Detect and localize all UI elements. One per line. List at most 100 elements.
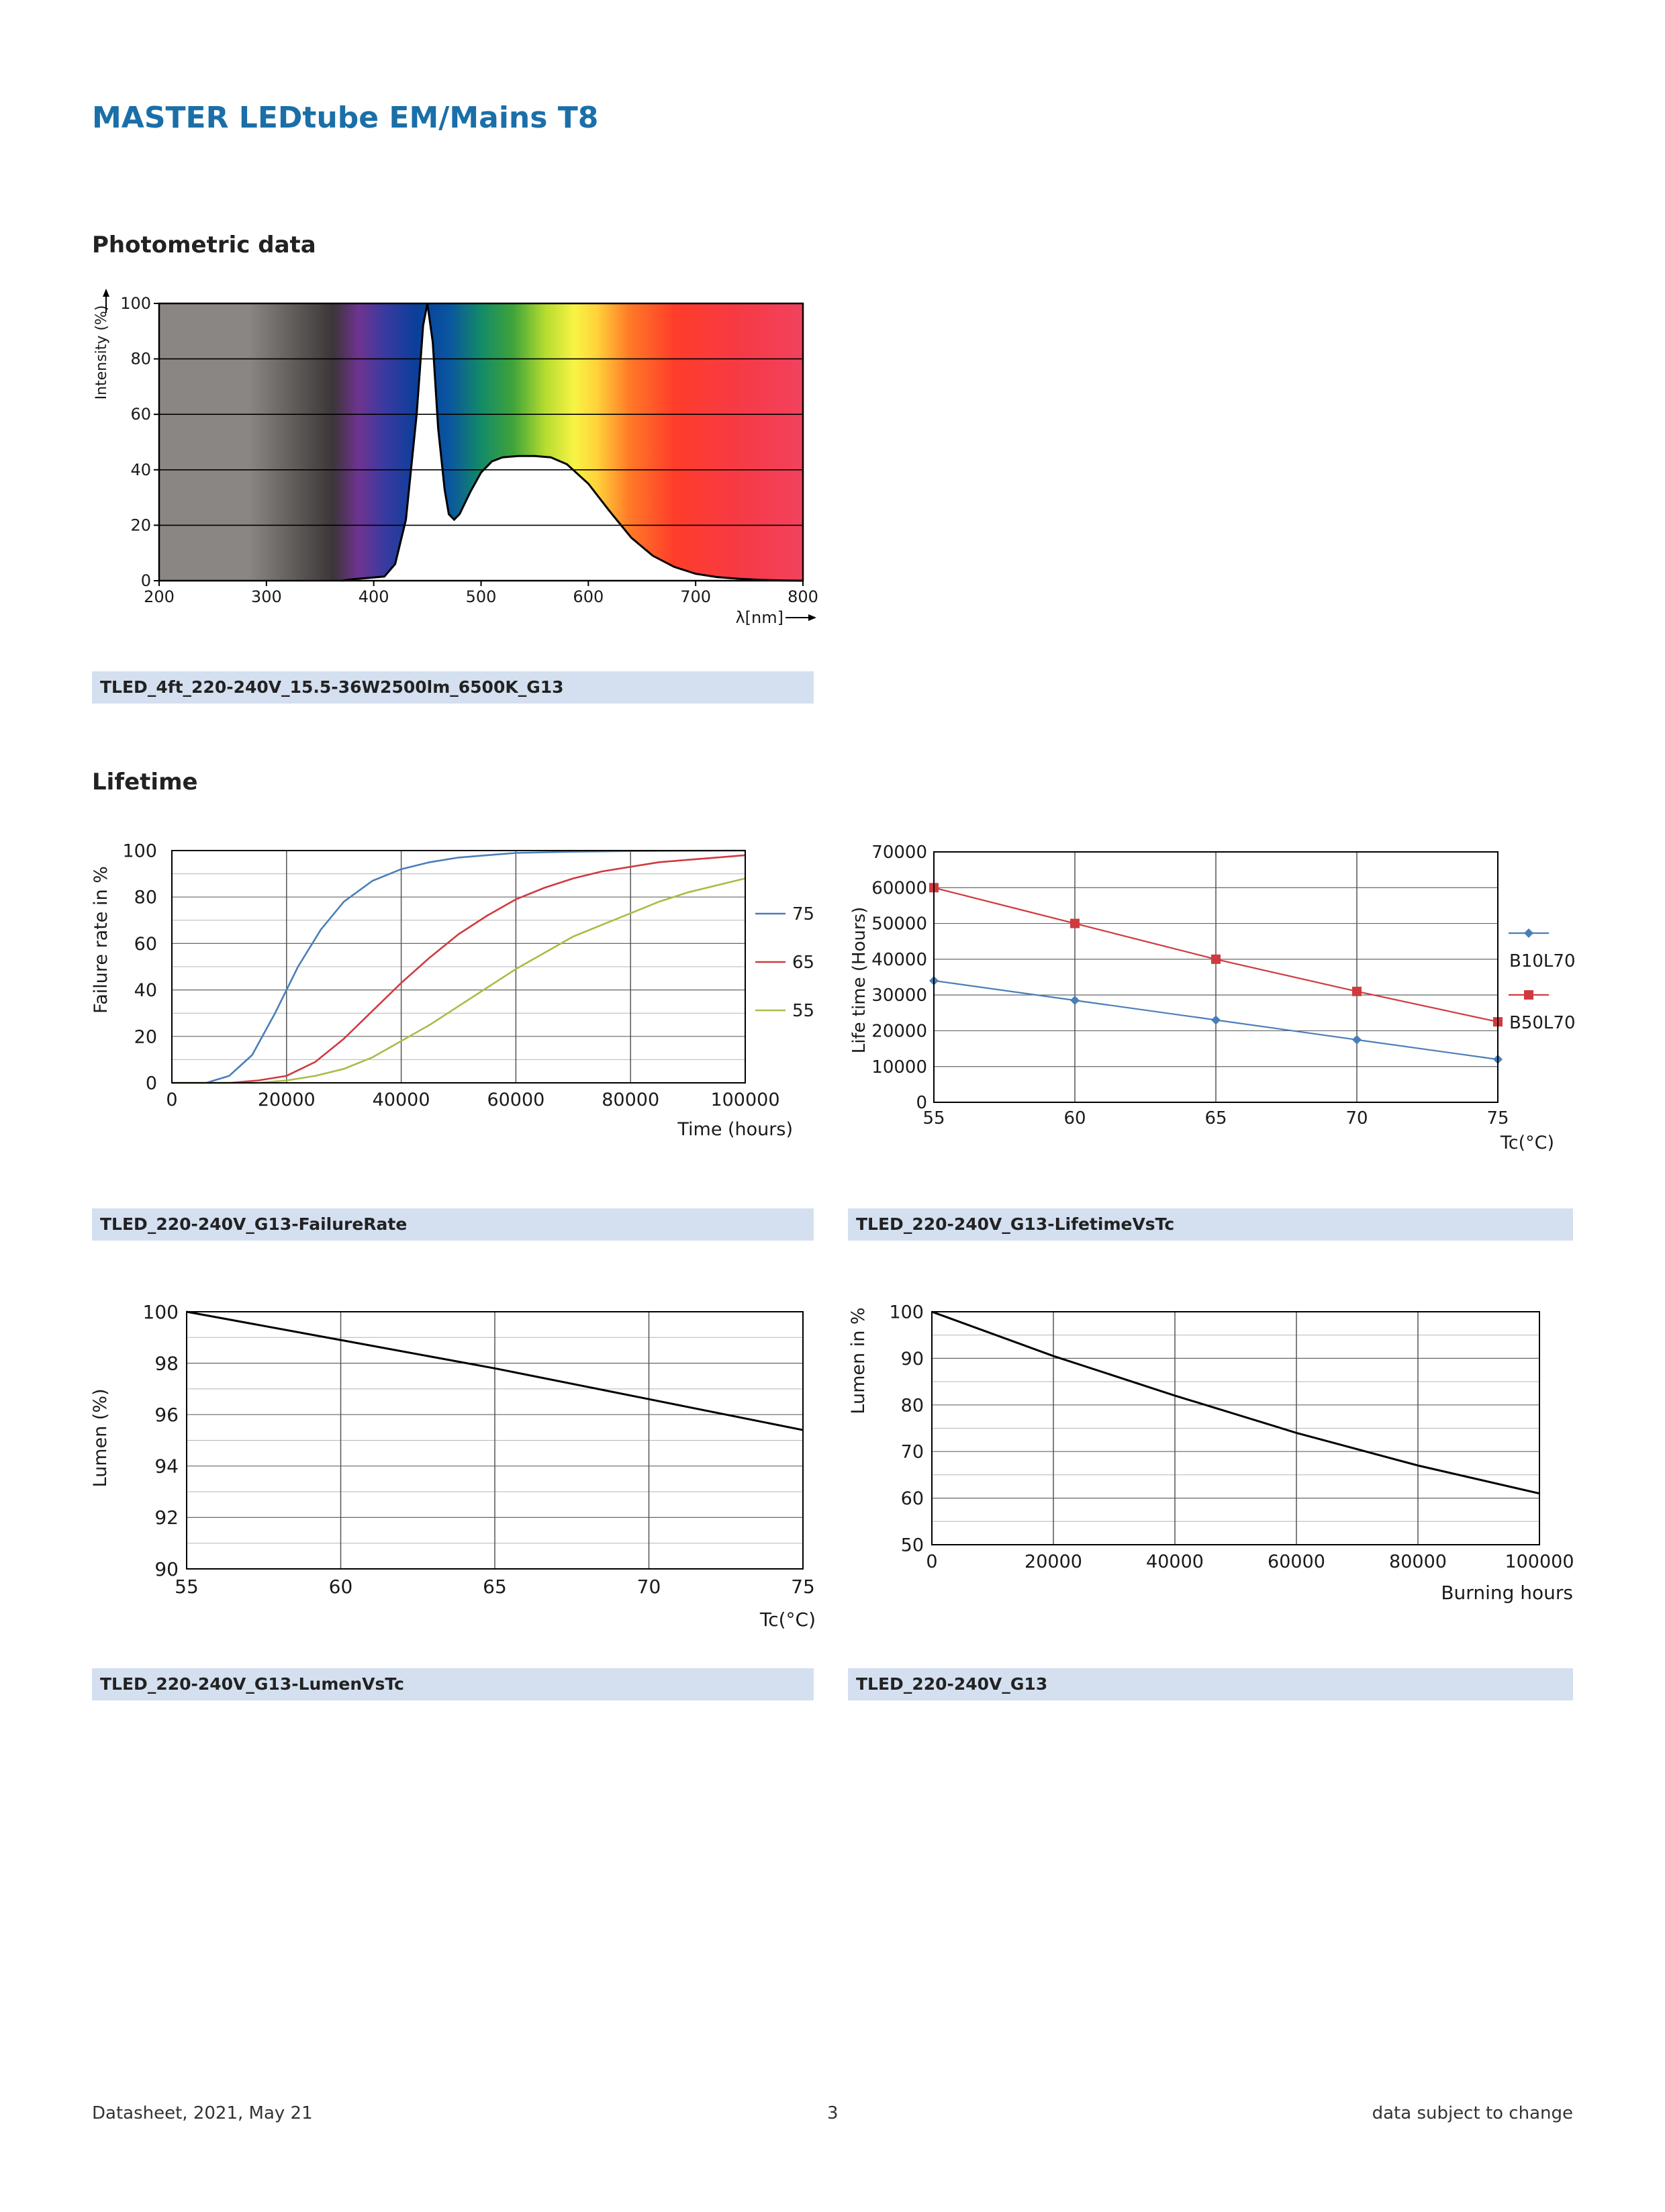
lumen-tc-ticks: 55 60 65 70 75 90 92 94 96 98 100 — [143, 1301, 815, 1598]
lumen-hours-gridlines — [932, 1312, 1539, 1545]
x-tick-label: 800 — [788, 587, 818, 606]
y-tick-label: 40000 — [871, 950, 927, 970]
legend-label-B10L70: B10L70 — [1509, 951, 1576, 971]
x-tick-label: 40000 — [373, 1090, 430, 1110]
y-tick-label: 92 — [154, 1506, 179, 1529]
spectrum-chart: 200 300 400 500 600 700 800 0 20 40 60 80 100 Intens… — [93, 289, 818, 627]
failure-rate-chart: 0 20000 40000 60000 80000 100000020406080100 … — [91, 840, 814, 1140]
lumen-hours-frame — [931, 1311, 1540, 1545]
data-point-B50L70 — [1070, 918, 1080, 928]
x-tick-label: 700 — [680, 587, 711, 606]
caption-spectrum: TLED_4ft_220-240V_15.5-36W2500lm_6500K_G… — [92, 671, 814, 704]
lifetime-vs-tc-chart: 55 60 65 70 75 0 10000 20000 30000 40000 50000 6000… — [849, 843, 1576, 1153]
lumen-hours-xlabel: Burning hours — [1441, 1582, 1573, 1604]
series-line-0 — [931, 1310, 1540, 1495]
lifetime-ticks: 55 60 65 70 75 0 10000 20000 30000 40000 50000 6000… — [871, 843, 1509, 1128]
y-tick-label: 100 — [122, 840, 157, 861]
lumen-tc-frame — [186, 1311, 804, 1570]
y-tick-label: 98 — [154, 1352, 179, 1374]
y-tick-label: 30000 — [871, 985, 927, 1006]
caption-lifetime-vs-tc: TLED_220-240V_G13-LifetimeVsTc — [848, 1208, 1573, 1241]
y-tick-label: 40 — [130, 461, 151, 479]
y-tick-label: 0 — [141, 571, 151, 590]
y-tick-label: 90 — [901, 1349, 924, 1369]
y-tick-label: 80 — [134, 887, 157, 908]
lifetime-frame — [933, 851, 1498, 1103]
series-line-0 — [186, 1310, 804, 1431]
caption-lumen-vs-tc: TLED_220-240V_G13-LumenVsTc — [92, 1668, 814, 1700]
caption-failure-rate: TLED_220-240V_G13-FailureRate — [92, 1208, 814, 1241]
document-title: MASTER LEDtube EM/Mains T8 — [92, 101, 599, 135]
x-tick-label: 70 — [637, 1576, 661, 1598]
footer-page-number: 3 — [827, 2103, 839, 2123]
series-line-55 — [172, 877, 746, 1084]
lifetime-xlabel: Tc(°C) — [1500, 1133, 1554, 1153]
x-tick-label: 200 — [144, 587, 175, 606]
legend-label-65: 65 — [792, 953, 814, 973]
y-tick-label: 94 — [154, 1455, 179, 1478]
spectrum-yarrow-icon — [103, 289, 109, 297]
legend-label-55: 55 — [792, 1001, 814, 1021]
x-tick-label: 600 — [573, 587, 604, 606]
data-point-B10L70 — [1211, 1015, 1221, 1025]
spectrum-gridlines — [159, 358, 803, 526]
data-point-B50L70 — [1352, 986, 1362, 996]
lumen-tc-series — [186, 1310, 804, 1431]
y-tick-label: 20 — [130, 516, 151, 534]
caption-lumen-vs-hours: TLED_220-240V_G13 — [848, 1668, 1573, 1700]
data-point-B10L70 — [1070, 996, 1080, 1006]
x-tick-label: 80000 — [602, 1090, 659, 1110]
lifetime-gridlines — [934, 852, 1498, 1102]
x-tick-label: 0 — [926, 1551, 937, 1572]
y-tick-label: 90 — [154, 1558, 179, 1580]
x-tick-label: 500 — [466, 587, 497, 606]
lumen-tc-xlabel: Tc(°C) — [759, 1608, 816, 1631]
section-title-photometric: Photometric data — [92, 232, 316, 258]
y-tick-label: 0 — [146, 1073, 157, 1094]
y-tick-label: 60 — [130, 405, 151, 424]
failure-legend: 75 65 55 — [755, 904, 814, 1021]
failure-series — [172, 849, 746, 1084]
section-title-lifetime: Lifetime — [92, 769, 198, 796]
y-tick-label: 40 — [134, 980, 157, 1001]
y-tick-label: 96 — [154, 1404, 179, 1426]
x-tick-label: 55 — [922, 1108, 945, 1128]
x-tick-label: 65 — [1204, 1108, 1227, 1128]
series-line-65 — [172, 854, 746, 1084]
legend-label-75: 75 — [792, 904, 814, 924]
y-tick-label: 80 — [901, 1395, 924, 1416]
footer-date: Datasheet, 2021, May 21 — [92, 2103, 313, 2123]
failure-ylabel: Failure rate in % — [91, 866, 111, 1014]
x-tick-label: 300 — [251, 587, 282, 606]
lumen-vs-tc-chart: 55 60 65 70 75 90 92 94 96 98 100 Lumen (%) Tc(°C) — [90, 1301, 816, 1631]
x-tick-label: 400 — [359, 587, 389, 606]
lumen-hours-series — [931, 1310, 1540, 1495]
legend-marker-B10L70 — [1524, 928, 1533, 938]
spectrum-xarrow-icon — [808, 614, 816, 621]
y-tick-label: 60 — [901, 1488, 924, 1509]
lumen-tc-gridlines — [187, 1312, 803, 1569]
lumen-hours-ylabel: Lumen in % — [848, 1307, 869, 1414]
spectrum-ylabel: Intensity (%) — [93, 305, 110, 400]
x-tick-label: 60 — [329, 1576, 353, 1598]
y-tick-label: 100 — [120, 294, 151, 313]
y-tick-label: 20 — [134, 1026, 157, 1047]
data-point-B10L70 — [1352, 1035, 1362, 1045]
x-tick-label: 65 — [483, 1576, 507, 1598]
legend-label-B50L70: B50L70 — [1509, 1013, 1576, 1033]
y-tick-label: 70000 — [871, 843, 927, 863]
y-tick-label: 60000 — [871, 878, 927, 898]
x-tick-label: 75 — [1486, 1108, 1509, 1128]
spectrum-curve — [341, 303, 804, 582]
failure-xlabel: Time (hours) — [677, 1119, 793, 1140]
y-tick-label: 0 — [916, 1093, 927, 1113]
y-tick-label: 10000 — [871, 1057, 927, 1077]
x-tick-label: 75 — [791, 1576, 815, 1598]
y-tick-label: 70 — [901, 1442, 924, 1463]
x-tick-label: 0 — [166, 1090, 177, 1110]
x-tick-label: 55 — [175, 1576, 199, 1598]
legend-marker-B50L70 — [1524, 990, 1533, 1000]
x-tick-label: 60 — [1063, 1108, 1086, 1128]
y-tick-label: 60 — [134, 934, 157, 955]
y-tick-label: 50 — [901, 1535, 924, 1555]
